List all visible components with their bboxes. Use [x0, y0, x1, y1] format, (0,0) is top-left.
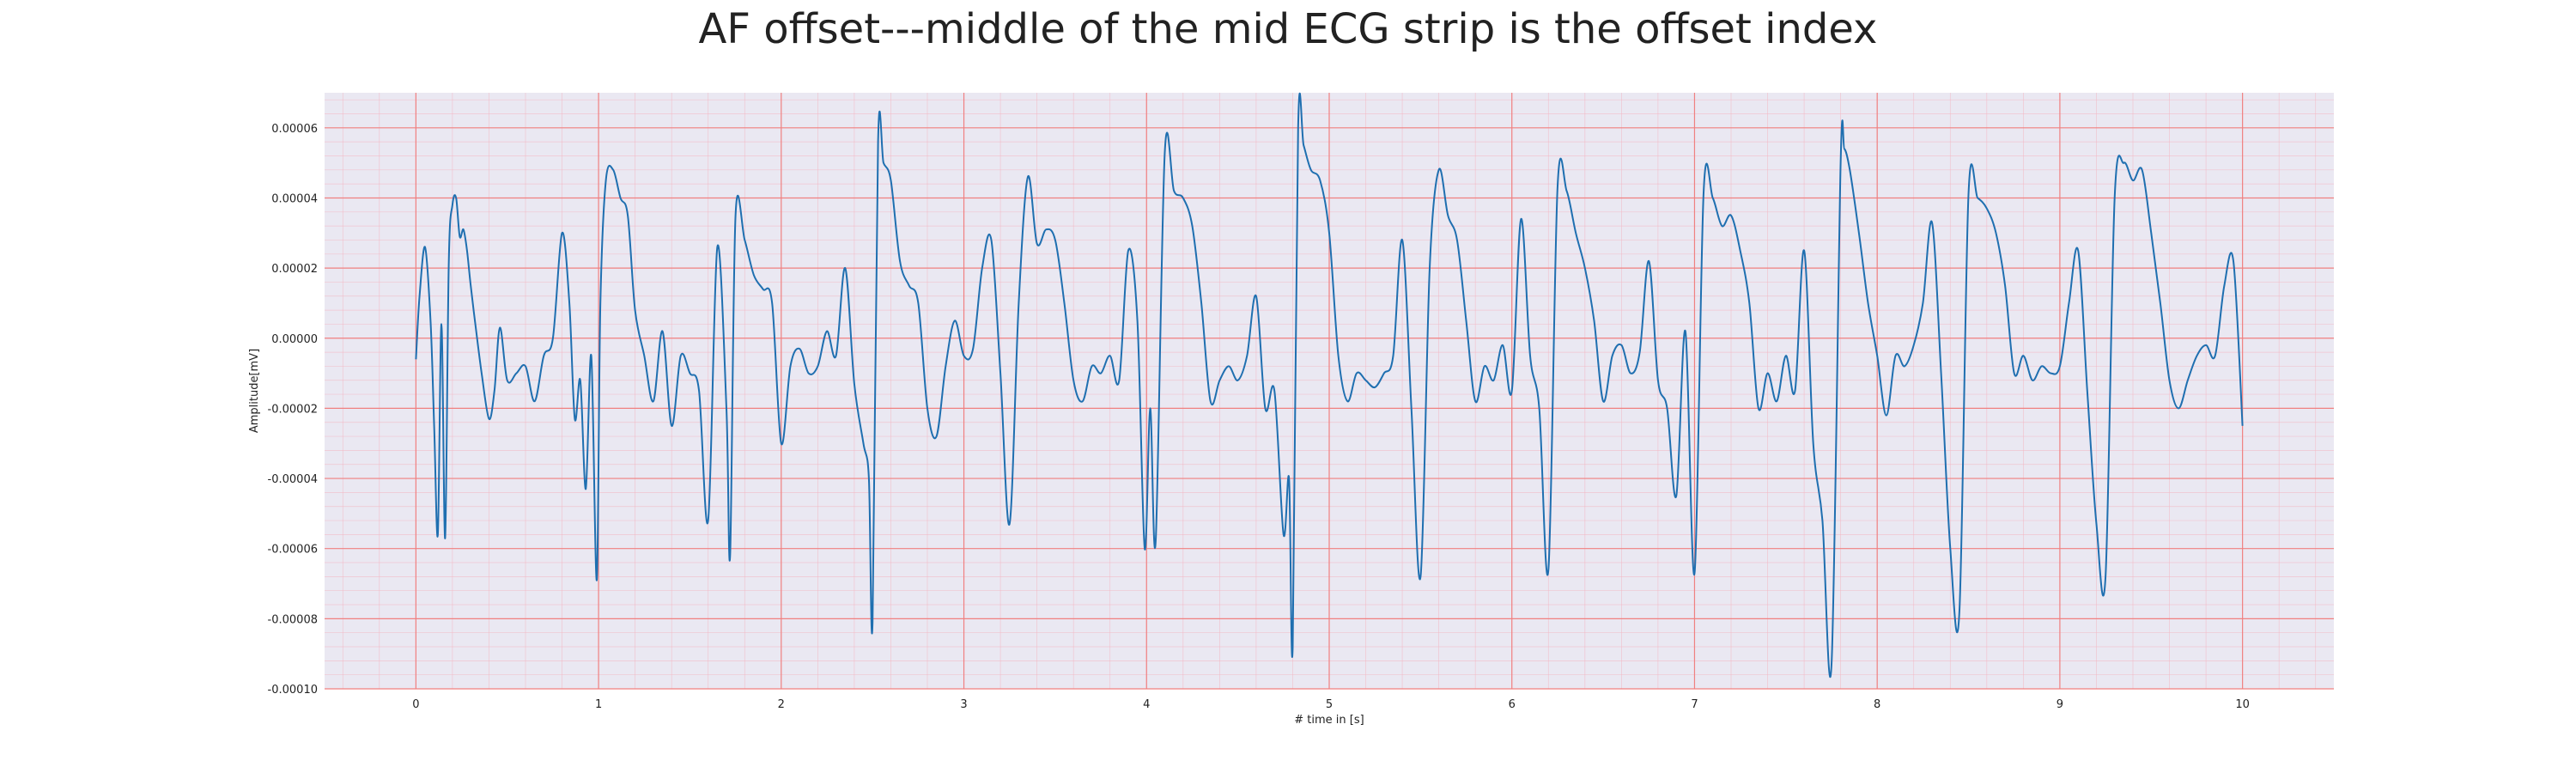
x-tick-label: 9: [2057, 698, 2063, 711]
x-tick-label: 3: [960, 698, 967, 711]
x-tick-label: 2: [778, 698, 785, 711]
y-axis-ticks: -0.00010 -0.00008 -0.00006 -0.00004 -0.00002…: [268, 123, 318, 697]
x-tick-label: 4: [1143, 698, 1150, 711]
y-tick-label: 0.00002: [271, 263, 318, 276]
x-tick-label: 5: [1326, 698, 1333, 711]
y-tick-label: -0.00006: [268, 544, 318, 557]
x-tick-label: 8: [1874, 698, 1880, 711]
y-tick-label: 0.00000: [271, 333, 318, 346]
x-tick-label: 1: [595, 698, 602, 711]
series-layer: [415, 93, 2244, 679]
x-tick-label: 7: [1691, 698, 1698, 711]
x-tick-label: 0: [412, 698, 419, 711]
y-tick-label: 0.00006: [271, 123, 318, 136]
y-tick-label: -0.00008: [268, 613, 318, 626]
y-tick-label: 0.00004: [271, 192, 318, 205]
chart-title: AF offset---middle of the mid ECG strip …: [698, 5, 1878, 53]
x-tick-label: 6: [1509, 698, 1516, 711]
series-line-0: [415, 93, 2244, 679]
x-axis-ticks: 0 1 2 3 4 5 6 7 8 9 10: [412, 698, 2250, 711]
x-tick-label: 10: [2235, 698, 2250, 711]
y-tick-label: -0.00004: [268, 473, 318, 486]
major-grid: [325, 93, 2334, 690]
y-tick-label: -0.00002: [268, 403, 318, 416]
y-tick-label: -0.00010: [268, 684, 318, 697]
x-axis-label: # time in [s]: [1294, 714, 1364, 727]
y-axis-label: Amplitude[mV]: [248, 349, 261, 433]
